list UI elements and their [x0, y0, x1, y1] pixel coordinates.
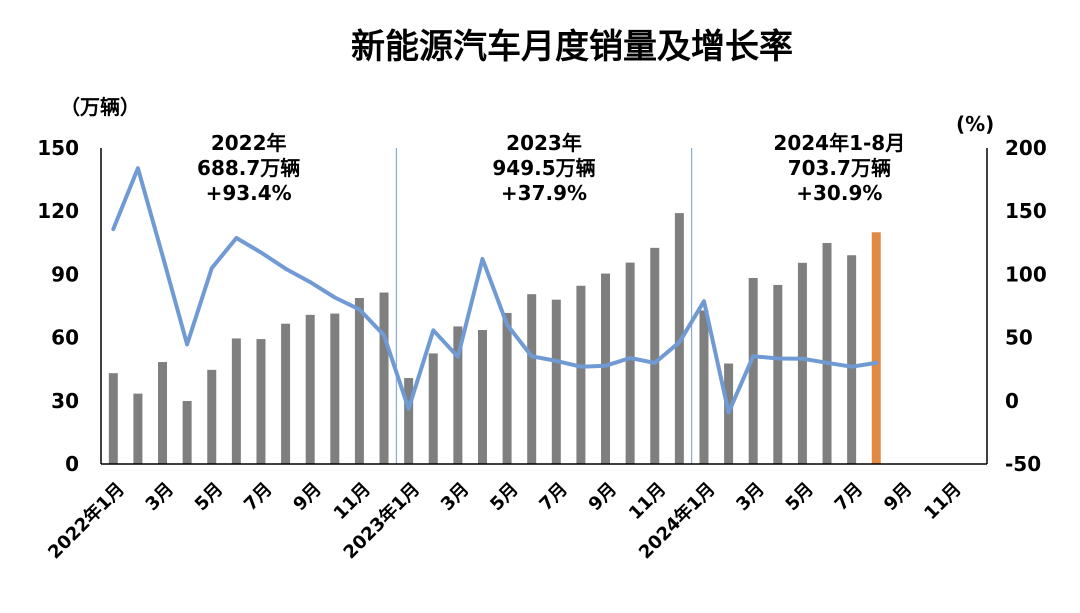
sales-bar-10 [330, 313, 340, 464]
growth-rate-series [111, 166, 879, 415]
x-tick-label: 9月 [289, 479, 325, 515]
sales-bar-19 [551, 299, 561, 464]
sales-bar-30 [822, 243, 832, 464]
right-tick-label: 50 [1005, 326, 1033, 350]
left-tick-label: 90 [51, 262, 79, 286]
sales-bar-13 [404, 378, 414, 464]
sales-bar-3 [158, 362, 168, 464]
right-tick-label: 200 [1005, 136, 1047, 160]
left-tick-label: 0 [65, 452, 79, 476]
x-tick-label: 11月 [625, 479, 670, 524]
annotation-line: +93.4% [206, 181, 292, 205]
sales-bar-28 [773, 284, 783, 464]
annotation-line: 2023年 [506, 131, 582, 155]
annotation-line: +37.9% [501, 181, 587, 205]
sales-bar-11 [354, 297, 364, 464]
x-tick-label: 11月 [330, 479, 375, 524]
right-tick-label: 100 [1005, 262, 1047, 286]
annotation-line: 688.7万辆 [197, 156, 300, 180]
left-tick-label: 150 [37, 136, 79, 160]
sales-bar-18 [527, 294, 537, 464]
x-tick-label: 5月 [486, 479, 522, 515]
sales-bar-14 [428, 353, 438, 464]
x-tick-label: 7月 [535, 479, 571, 515]
left-tick-label: 60 [51, 326, 79, 350]
sales-bar-32 [871, 232, 881, 464]
sales-bar-7 [256, 339, 266, 464]
year-separators [395, 148, 693, 464]
sales-bar-31 [847, 255, 857, 464]
annotation-line: 703.7万辆 [788, 156, 891, 180]
sales-bar-15 [453, 326, 463, 464]
sales-bar-4 [182, 401, 192, 464]
sales-bar-21 [601, 273, 611, 464]
annotation-line: 949.5万辆 [492, 156, 595, 180]
axes [100, 148, 988, 465]
left-tick-label: 30 [51, 389, 79, 413]
x-tick-label: 5月 [782, 479, 818, 515]
right-tick-label: 150 [1005, 199, 1047, 223]
sales-bar-20 [576, 285, 586, 464]
sales-bar-17 [502, 312, 512, 464]
right-axis-unit: (%) [956, 112, 994, 136]
sales-bar-5 [207, 369, 217, 464]
x-tick-label: 9月 [585, 479, 621, 515]
sales-bar-1 [108, 373, 118, 464]
sales-bar-16 [477, 330, 487, 464]
x-tick-label: 5月 [191, 479, 227, 515]
sales-bar-22 [625, 262, 635, 464]
sales-bar-23 [650, 247, 660, 464]
sales-bar-12 [379, 292, 389, 464]
sales-bar-27 [748, 277, 758, 464]
sales-bar-6 [231, 338, 241, 464]
left-axis-ticks: 0 30 60 90 120 150 [37, 136, 79, 476]
annotation-line: +30.9% [796, 181, 882, 205]
sales-bar-29 [797, 262, 807, 464]
x-tick-label: 11月 [920, 479, 965, 524]
x-tick-label: 3月 [142, 479, 178, 515]
left-tick-label: 120 [37, 199, 79, 223]
x-tick-label: 3月 [732, 479, 768, 515]
left-axis-unit: （万辆） [60, 95, 140, 119]
x-tick-label: 3月 [437, 479, 473, 515]
sales-bar-9 [305, 314, 315, 464]
x-tick-label: 2022年1月 [44, 478, 129, 563]
x-tick-label: 7月 [831, 479, 867, 515]
sales-bar-8 [281, 323, 291, 464]
x-tick-label: 7月 [240, 479, 276, 515]
sales-bar-25 [699, 310, 709, 464]
right-tick-label: -50 [1005, 452, 1041, 476]
right-axis-ticks: -50 0 50 100 150 200 [1005, 136, 1047, 476]
right-tick-label: 0 [1005, 389, 1019, 413]
annotation-line: 2024年1-8月 [773, 131, 905, 155]
sales-bar-2 [133, 393, 143, 464]
annotation-line: 2022年 [211, 131, 287, 155]
x-tick-label: 9月 [880, 479, 916, 515]
growth-rate-line [111, 166, 879, 415]
chart-title: 新能源汽车月度销量及增长率 [351, 27, 793, 67]
